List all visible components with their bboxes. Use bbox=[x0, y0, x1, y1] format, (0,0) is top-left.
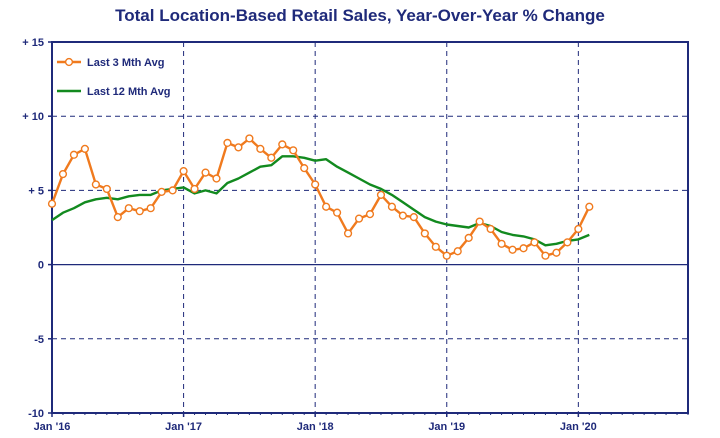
legend-label: Last 12 Mth Avg bbox=[87, 86, 171, 98]
x-tick-label: Jan '16 bbox=[34, 421, 71, 433]
data-point bbox=[322, 202, 331, 211]
data-point bbox=[102, 184, 111, 194]
y-tick-label: + 5 bbox=[28, 185, 44, 197]
data-point bbox=[234, 143, 243, 152]
data-point bbox=[431, 242, 440, 251]
data-point bbox=[256, 144, 265, 153]
data-point bbox=[58, 169, 68, 179]
y-tick-label: + 10 bbox=[22, 111, 44, 123]
data-point bbox=[563, 238, 572, 247]
data-point bbox=[453, 247, 462, 256]
data-point bbox=[69, 150, 79, 159]
x-tick-label: Jan '18 bbox=[297, 421, 334, 433]
data-point bbox=[267, 153, 276, 162]
data-point bbox=[486, 224, 495, 234]
data-point bbox=[508, 245, 517, 254]
data-point bbox=[201, 168, 210, 177]
y-tick-label: -10 bbox=[28, 408, 44, 420]
data-point bbox=[80, 144, 89, 153]
data-point bbox=[420, 229, 429, 238]
data-point bbox=[146, 204, 155, 213]
data-point bbox=[541, 251, 550, 260]
data-point bbox=[47, 199, 57, 208]
legend: Last 3 Mth Avg Last 12 Mth Avg bbox=[57, 57, 171, 98]
legend-label: Last 3 Mth Avg bbox=[87, 57, 164, 69]
data-point bbox=[409, 213, 418, 222]
data-point bbox=[574, 224, 583, 234]
data-point bbox=[212, 174, 221, 183]
data-point bbox=[135, 207, 144, 216]
legend-marker bbox=[64, 57, 74, 67]
series-line-last-12-mth-avg bbox=[51, 155, 590, 247]
data-point bbox=[300, 164, 309, 173]
data-point bbox=[497, 239, 506, 248]
series-group bbox=[47, 134, 594, 260]
y-tick-label: + 15 bbox=[22, 37, 44, 49]
data-point bbox=[190, 184, 199, 194]
data-point bbox=[311, 180, 320, 189]
series-line-last-3-mth-avg bbox=[50, 137, 591, 257]
data-point bbox=[91, 180, 100, 189]
data-point bbox=[585, 202, 594, 211]
x-tick-label: Jan '20 bbox=[560, 421, 597, 433]
data-point bbox=[278, 140, 287, 149]
grid-lines bbox=[52, 42, 688, 413]
data-point bbox=[442, 251, 451, 260]
data-point bbox=[168, 186, 177, 195]
data-point bbox=[124, 204, 133, 213]
y-tick-label: 0 bbox=[38, 260, 44, 272]
data-point bbox=[398, 211, 407, 220]
data-point bbox=[343, 229, 353, 238]
data-point bbox=[552, 248, 561, 257]
x-tick-label: Jan '19 bbox=[428, 421, 465, 433]
data-point bbox=[289, 146, 298, 155]
data-point bbox=[387, 202, 397, 211]
data-point bbox=[475, 217, 484, 226]
data-point bbox=[179, 167, 188, 176]
data-point bbox=[333, 208, 342, 217]
data-point bbox=[157, 187, 166, 196]
data-point bbox=[464, 233, 473, 242]
data-point bbox=[245, 134, 254, 143]
x-tick-label: Jan '17 bbox=[165, 421, 202, 433]
data-point bbox=[223, 138, 232, 148]
data-point bbox=[376, 190, 386, 199]
data-point bbox=[530, 238, 539, 247]
data-point bbox=[519, 244, 528, 253]
data-point bbox=[354, 214, 364, 223]
chart-title: Total Location-Based Retail Sales, Year-… bbox=[115, 6, 605, 25]
data-point bbox=[365, 210, 375, 219]
y-tick-label: -5 bbox=[34, 334, 44, 346]
data-point bbox=[113, 213, 122, 222]
